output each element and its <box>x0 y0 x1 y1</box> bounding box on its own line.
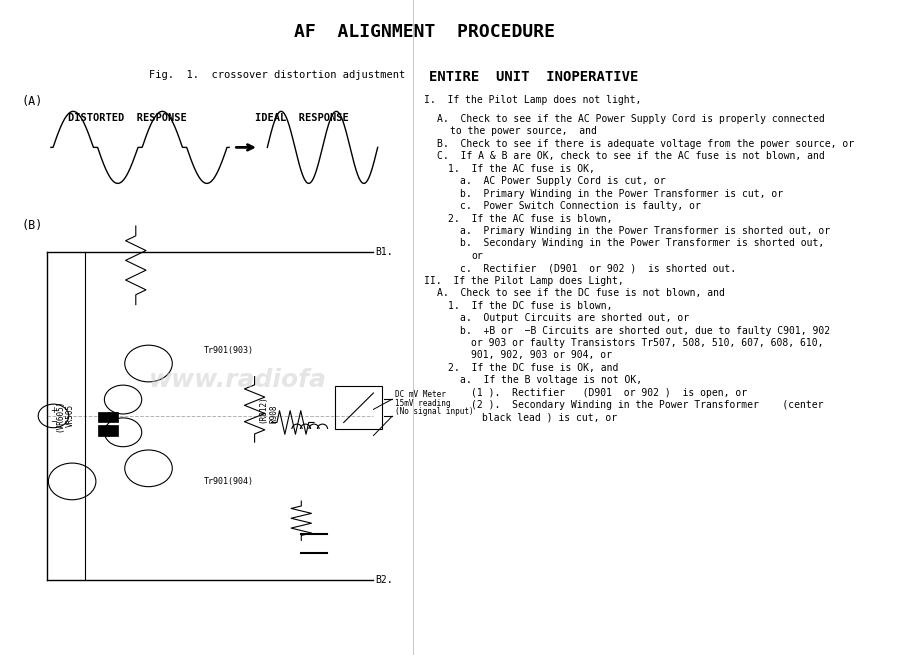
Text: C.  If A & B are OK, check to see if the AC fuse is not blown, and: C. If A & B are OK, check to see if the … <box>437 151 824 161</box>
Text: b.  +B or  −B Circuits are shorted out, due to faulty C901, 902: b. +B or −B Circuits are shorted out, du… <box>460 326 829 335</box>
Text: −: − <box>50 417 57 426</box>
Bar <box>108 412 118 422</box>
Text: 1.  If the AC fuse is OK,: 1. If the AC fuse is OK, <box>448 164 595 174</box>
Text: (No signal input): (No signal input) <box>395 407 473 417</box>
Text: b.  Primary Winding in the Power Transformer is cut, or: b. Primary Winding in the Power Transfor… <box>460 189 782 198</box>
Text: B.  Check to see if there is adequate voltage from the power source, or: B. Check to see if there is adequate vol… <box>437 139 853 149</box>
Text: II.  If the Pilot Lamp does Light,: II. If the Pilot Lamp does Light, <box>424 276 623 286</box>
Text: AF  ALIGNMENT  PROCEDURE: AF ALIGNMENT PROCEDURE <box>293 23 554 41</box>
Text: 2.  If the DC fuse is OK, and: 2. If the DC fuse is OK, and <box>448 363 618 373</box>
Text: DISTORTED  RESPONSE: DISTORTED RESPONSE <box>68 113 187 122</box>
Text: B1.: B1. <box>375 247 392 257</box>
Text: +: + <box>50 405 57 415</box>
Text: Fig.  1.  crossover distortion adjustment: Fig. 1. crossover distortion adjustment <box>148 70 404 80</box>
Text: 1.  If the DC fuse is blown,: 1. If the DC fuse is blown, <box>448 301 612 310</box>
Text: a.  Primary Winding in the Power Transformer is shorted out, or: a. Primary Winding in the Power Transfor… <box>460 226 829 236</box>
Text: ENTIRE  UNIT  INOPERATIVE: ENTIRE UNIT INOPERATIVE <box>428 70 637 84</box>
Text: 15mV reading: 15mV reading <box>395 399 450 408</box>
Bar <box>108 425 118 436</box>
Text: I.  If the Pilot Lamp does not light,: I. If the Pilot Lamp does not light, <box>424 95 641 105</box>
Text: c.  Power Switch Connection is faulty, or: c. Power Switch Connection is faulty, or <box>460 201 700 211</box>
Bar <box>98 412 108 422</box>
Text: 2.  If the AC fuse is blown,: 2. If the AC fuse is blown, <box>448 214 612 223</box>
Text: A.  Check to see if the AC Power Supply Cord is properly connected: A. Check to see if the AC Power Supply C… <box>437 114 824 124</box>
Text: a.  Output Circuits are shorted out, or: a. Output Circuits are shorted out, or <box>460 313 688 323</box>
Bar <box>335 386 381 429</box>
Text: a.  AC Power Supply Cord is cut, or: a. AC Power Supply Cord is cut, or <box>460 176 664 186</box>
Text: b.  Secondary Winding in the Power Transformer is shorted out,: b. Secondary Winding in the Power Transf… <box>460 238 823 248</box>
Text: or 903 or faulty Transistors Tr507, 508, 510, 607, 608, 610,: or 903 or faulty Transistors Tr507, 508,… <box>471 338 823 348</box>
Text: DC mV Meter: DC mV Meter <box>395 390 446 400</box>
Text: (A): (A) <box>21 95 42 108</box>
Text: (1 ).  Rectifier   (D901  or 902 )  is open, or: (1 ). Rectifier (D901 or 902 ) is open, … <box>471 388 746 398</box>
Text: IDEAL  RESPONSE: IDEAL RESPONSE <box>255 113 348 122</box>
Text: www.radiofa: www.radiofa <box>149 368 326 392</box>
Text: black lead ) is cut, or: black lead ) is cut, or <box>482 413 617 422</box>
Text: (2 ).  Secondary Winding in the Power Transformer    (center: (2 ). Secondary Winding in the Power Tra… <box>471 400 823 410</box>
Text: or: or <box>471 251 482 261</box>
Text: a.  If the B voltage is not OK,: a. If the B voltage is not OK, <box>460 375 641 385</box>
Text: (B): (B) <box>21 219 42 233</box>
Text: (VR605)
VR505: (VR605) VR505 <box>55 400 75 432</box>
Text: B2.: B2. <box>375 574 392 585</box>
Text: to the power source,  and: to the power source, and <box>449 126 596 136</box>
Text: c.  Rectifier  (D901  or 902 )  is shorted out.: c. Rectifier (D901 or 902 ) is shorted o… <box>460 263 735 273</box>
Text: Tr901(904): Tr901(904) <box>203 477 254 486</box>
Text: A.  Check to see if the DC fuse is not blown, and: A. Check to see if the DC fuse is not bl… <box>437 288 724 298</box>
Text: Tr901(903): Tr901(903) <box>203 346 254 355</box>
Text: (R812)
R908: (R812) R908 <box>258 396 278 423</box>
Text: 901, 902, 903 or 904, or: 901, 902, 903 or 904, or <box>471 350 611 360</box>
Bar <box>98 425 108 436</box>
